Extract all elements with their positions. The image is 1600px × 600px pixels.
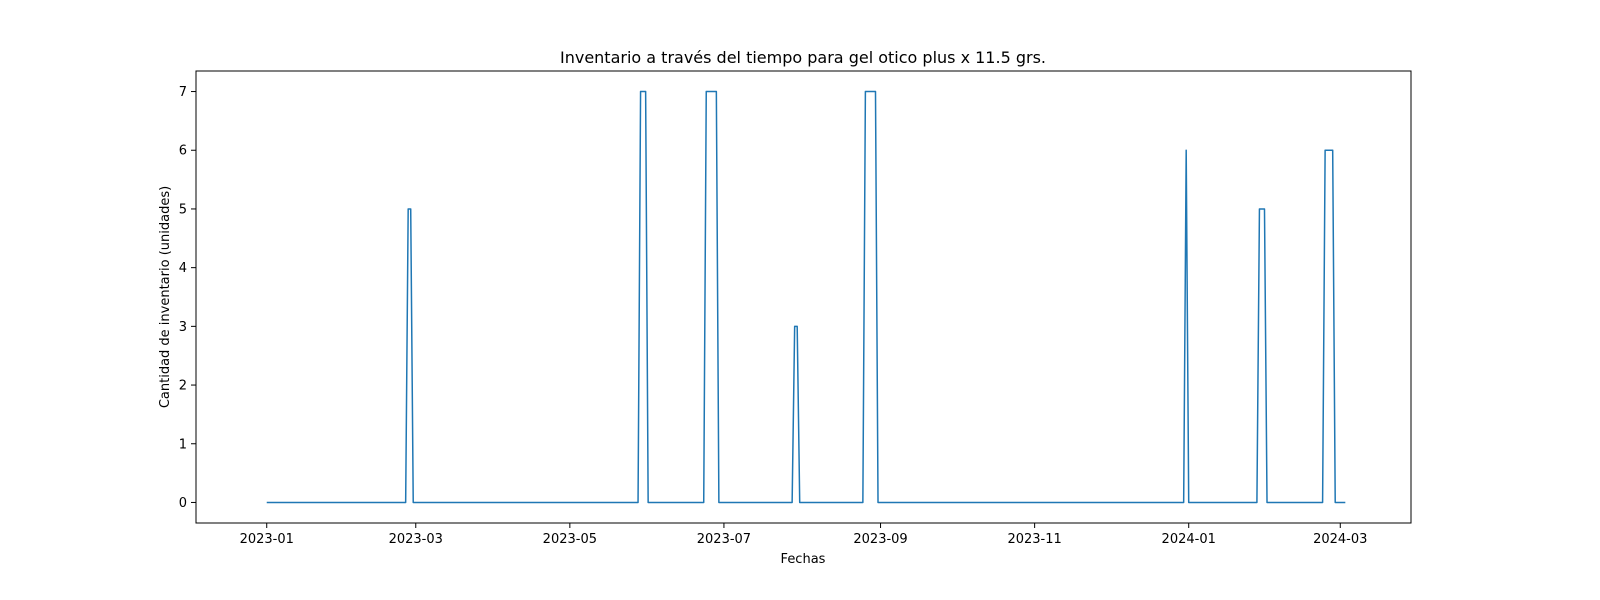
y-tick-label: 5 [179, 202, 187, 217]
series-line-0 [266, 90, 1346, 504]
x-axis-ticks: 2023-01 2023-03 2023-05 2023-07 2023-09 2023-… [240, 523, 1367, 547]
y-tick-label: 1 [179, 437, 187, 452]
y-tick-label: 7 [179, 85, 187, 100]
x-tick-label: 2023-01 [240, 532, 294, 547]
x-tick-label: 2024-03 [1313, 532, 1367, 547]
x-tick-label: 2023-05 [543, 532, 597, 547]
x-axis-label: Fechas [781, 552, 826, 567]
plot-frame [195, 70, 1412, 524]
series-layer [266, 90, 1346, 504]
x-tick-label: 2023-09 [853, 532, 907, 547]
y-tick-label: 3 [179, 320, 187, 335]
y-tick-label: 0 [179, 496, 187, 511]
y-tick-label: 2 [179, 379, 187, 394]
y-axis-ticks: 0 1 2 3 4 5 6 7 [179, 85, 196, 511]
plot-area [195, 70, 1412, 524]
y-tick-label: 4 [179, 261, 187, 276]
chart-title: Inventario a través del tiempo para gel … [560, 48, 1046, 67]
x-tick-label: 2024-01 [1162, 532, 1216, 547]
x-tick-label: 2023-07 [697, 532, 751, 547]
x-tick-label: 2023-03 [389, 532, 443, 547]
y-axis-label: Cantidad de inventario (unidades) [158, 186, 173, 408]
x-tick-label: 2023-11 [1007, 532, 1061, 547]
y-tick-label: 6 [179, 144, 187, 159]
